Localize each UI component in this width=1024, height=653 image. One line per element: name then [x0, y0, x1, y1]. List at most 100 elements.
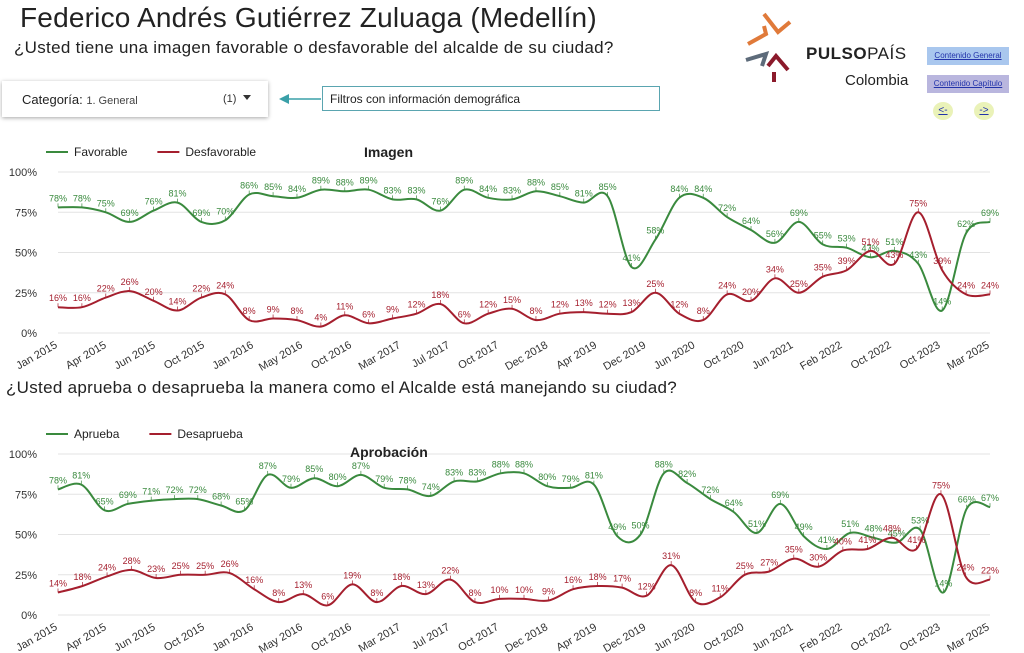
data-label: 26%	[221, 559, 239, 569]
x-tick-label: Jun 2021	[750, 621, 795, 653]
data-label: 12%	[479, 300, 497, 310]
data-label: 88%	[515, 459, 533, 469]
data-label: 88%	[336, 177, 354, 187]
x-tick-label: Feb 2022	[798, 339, 844, 373]
data-label: 14%	[934, 578, 952, 588]
data-label: 24%	[718, 280, 736, 290]
data-label: 67%	[981, 493, 999, 503]
data-label: 48%	[883, 524, 901, 534]
data-label: 69%	[192, 208, 210, 218]
contenido-capitulo-link[interactable]: Contenido Capítulo	[927, 75, 1009, 93]
data-label: 8%	[689, 588, 702, 598]
data-label: 45%	[888, 529, 906, 539]
page-title: Federico Andrés Gutiérrez Zuluaga (Medel…	[20, 2, 597, 33]
x-tick-label: Apr 2015	[64, 339, 109, 372]
caret-down-icon	[243, 95, 251, 100]
y-tick-label: 75%	[15, 489, 37, 501]
data-label: 10%	[515, 585, 533, 595]
data-label: 41%	[623, 253, 641, 263]
y-tick-label: 0%	[21, 328, 37, 340]
x-tick-label: Jan 2015	[14, 339, 59, 372]
legend-label: Favorable	[74, 145, 128, 159]
data-label: 8%	[370, 588, 383, 598]
contenido-general-link[interactable]: Contenido General	[927, 47, 1009, 65]
y-tick-label: 25%	[15, 570, 37, 582]
x-tick-label: Oct 2022	[849, 621, 894, 653]
y-tick-label: 75%	[15, 207, 37, 219]
chart-title: Imagen	[364, 144, 413, 160]
y-tick-label: 100%	[9, 449, 37, 461]
data-label: 50%	[631, 521, 649, 531]
x-tick-label: May 2016	[257, 621, 305, 653]
data-label: 26%	[121, 277, 139, 287]
data-label: 41%	[818, 535, 836, 545]
data-label: 76%	[431, 197, 449, 207]
pulsopais-logo-icon	[745, 12, 792, 82]
question-aprobacion: ¿Usted aprueba o desaprueba la manera co…	[6, 378, 678, 397]
chart-title: Aprobación	[350, 444, 428, 460]
data-label: 30%	[809, 553, 827, 563]
data-label: 65%	[235, 496, 253, 506]
data-label: 8%	[697, 306, 710, 316]
data-label: 16%	[73, 293, 91, 303]
data-label: 25%	[172, 561, 190, 571]
x-tick-label: Jun 2020	[652, 621, 697, 653]
x-tick-label: Jan 2016	[211, 621, 256, 653]
data-label: 88%	[527, 177, 545, 187]
data-label: 75%	[909, 198, 927, 208]
data-label: 79%	[375, 474, 393, 484]
data-label: 24%	[216, 280, 234, 290]
data-label: 25%	[646, 279, 664, 289]
question-imagen: ¿Usted tiene una imagen favorable o desf…	[14, 38, 614, 57]
x-tick-label: Jan 2016	[211, 339, 256, 372]
data-label: 83%	[384, 185, 402, 195]
data-label: 78%	[49, 193, 67, 203]
data-label: 85%	[305, 464, 323, 474]
prev-page-button[interactable]: <-	[933, 102, 953, 120]
data-label: 80%	[329, 472, 347, 482]
x-tick-label: Dec 2019	[601, 621, 648, 653]
brand-name: PULSOPAÍS	[806, 44, 907, 63]
data-label: 78%	[398, 475, 416, 485]
x-tick-label: Apr 2019	[554, 621, 599, 653]
data-label: 75%	[97, 198, 115, 208]
x-tick-label: Jun 2015	[112, 621, 157, 653]
data-label: 83%	[407, 185, 425, 195]
data-label: 81%	[168, 189, 186, 199]
data-label: 13%	[623, 298, 641, 308]
x-tick-label: Oct 2015	[162, 621, 207, 653]
data-label: 85%	[599, 182, 617, 192]
data-label: 13%	[294, 580, 312, 590]
demographic-filter-note: Filtros con información demográfica	[322, 86, 660, 111]
data-label: 51%	[748, 519, 766, 529]
data-label: 8%	[529, 306, 542, 316]
data-label: 85%	[551, 182, 569, 192]
category-count: (1)	[223, 93, 237, 105]
data-label: 14%	[49, 578, 67, 588]
category-dropdown[interactable]: Categoría: 1. General (1)	[2, 81, 268, 117]
data-label: 6%	[362, 309, 375, 319]
data-label: 64%	[742, 216, 760, 226]
x-tick-label: Jan 2015	[14, 621, 59, 653]
data-label: 16%	[49, 293, 67, 303]
data-label: 69%	[981, 208, 999, 218]
data-label: 12%	[638, 582, 656, 592]
data-label: 51%	[885, 237, 903, 247]
data-label: 69%	[121, 208, 139, 218]
category-label: Categoría: 1. General	[22, 92, 138, 107]
series-line	[57, 211, 991, 328]
data-label: 62%	[957, 219, 975, 229]
data-label: 81%	[72, 471, 90, 481]
data-label: 18%	[392, 572, 410, 582]
data-label: 12%	[670, 300, 688, 310]
data-label: 10%	[490, 585, 508, 595]
data-label: 13%	[417, 580, 435, 590]
x-tick-label: Oct 2017	[456, 621, 501, 653]
data-label: 68%	[212, 492, 230, 502]
next-page-button[interactable]: ->	[974, 102, 994, 120]
arrow-left-icon	[279, 94, 321, 104]
data-label: 89%	[360, 176, 378, 186]
legend-label: Aprueba	[74, 427, 120, 441]
data-label: 8%	[290, 306, 303, 316]
x-tick-label: Jun 2020	[652, 339, 697, 372]
